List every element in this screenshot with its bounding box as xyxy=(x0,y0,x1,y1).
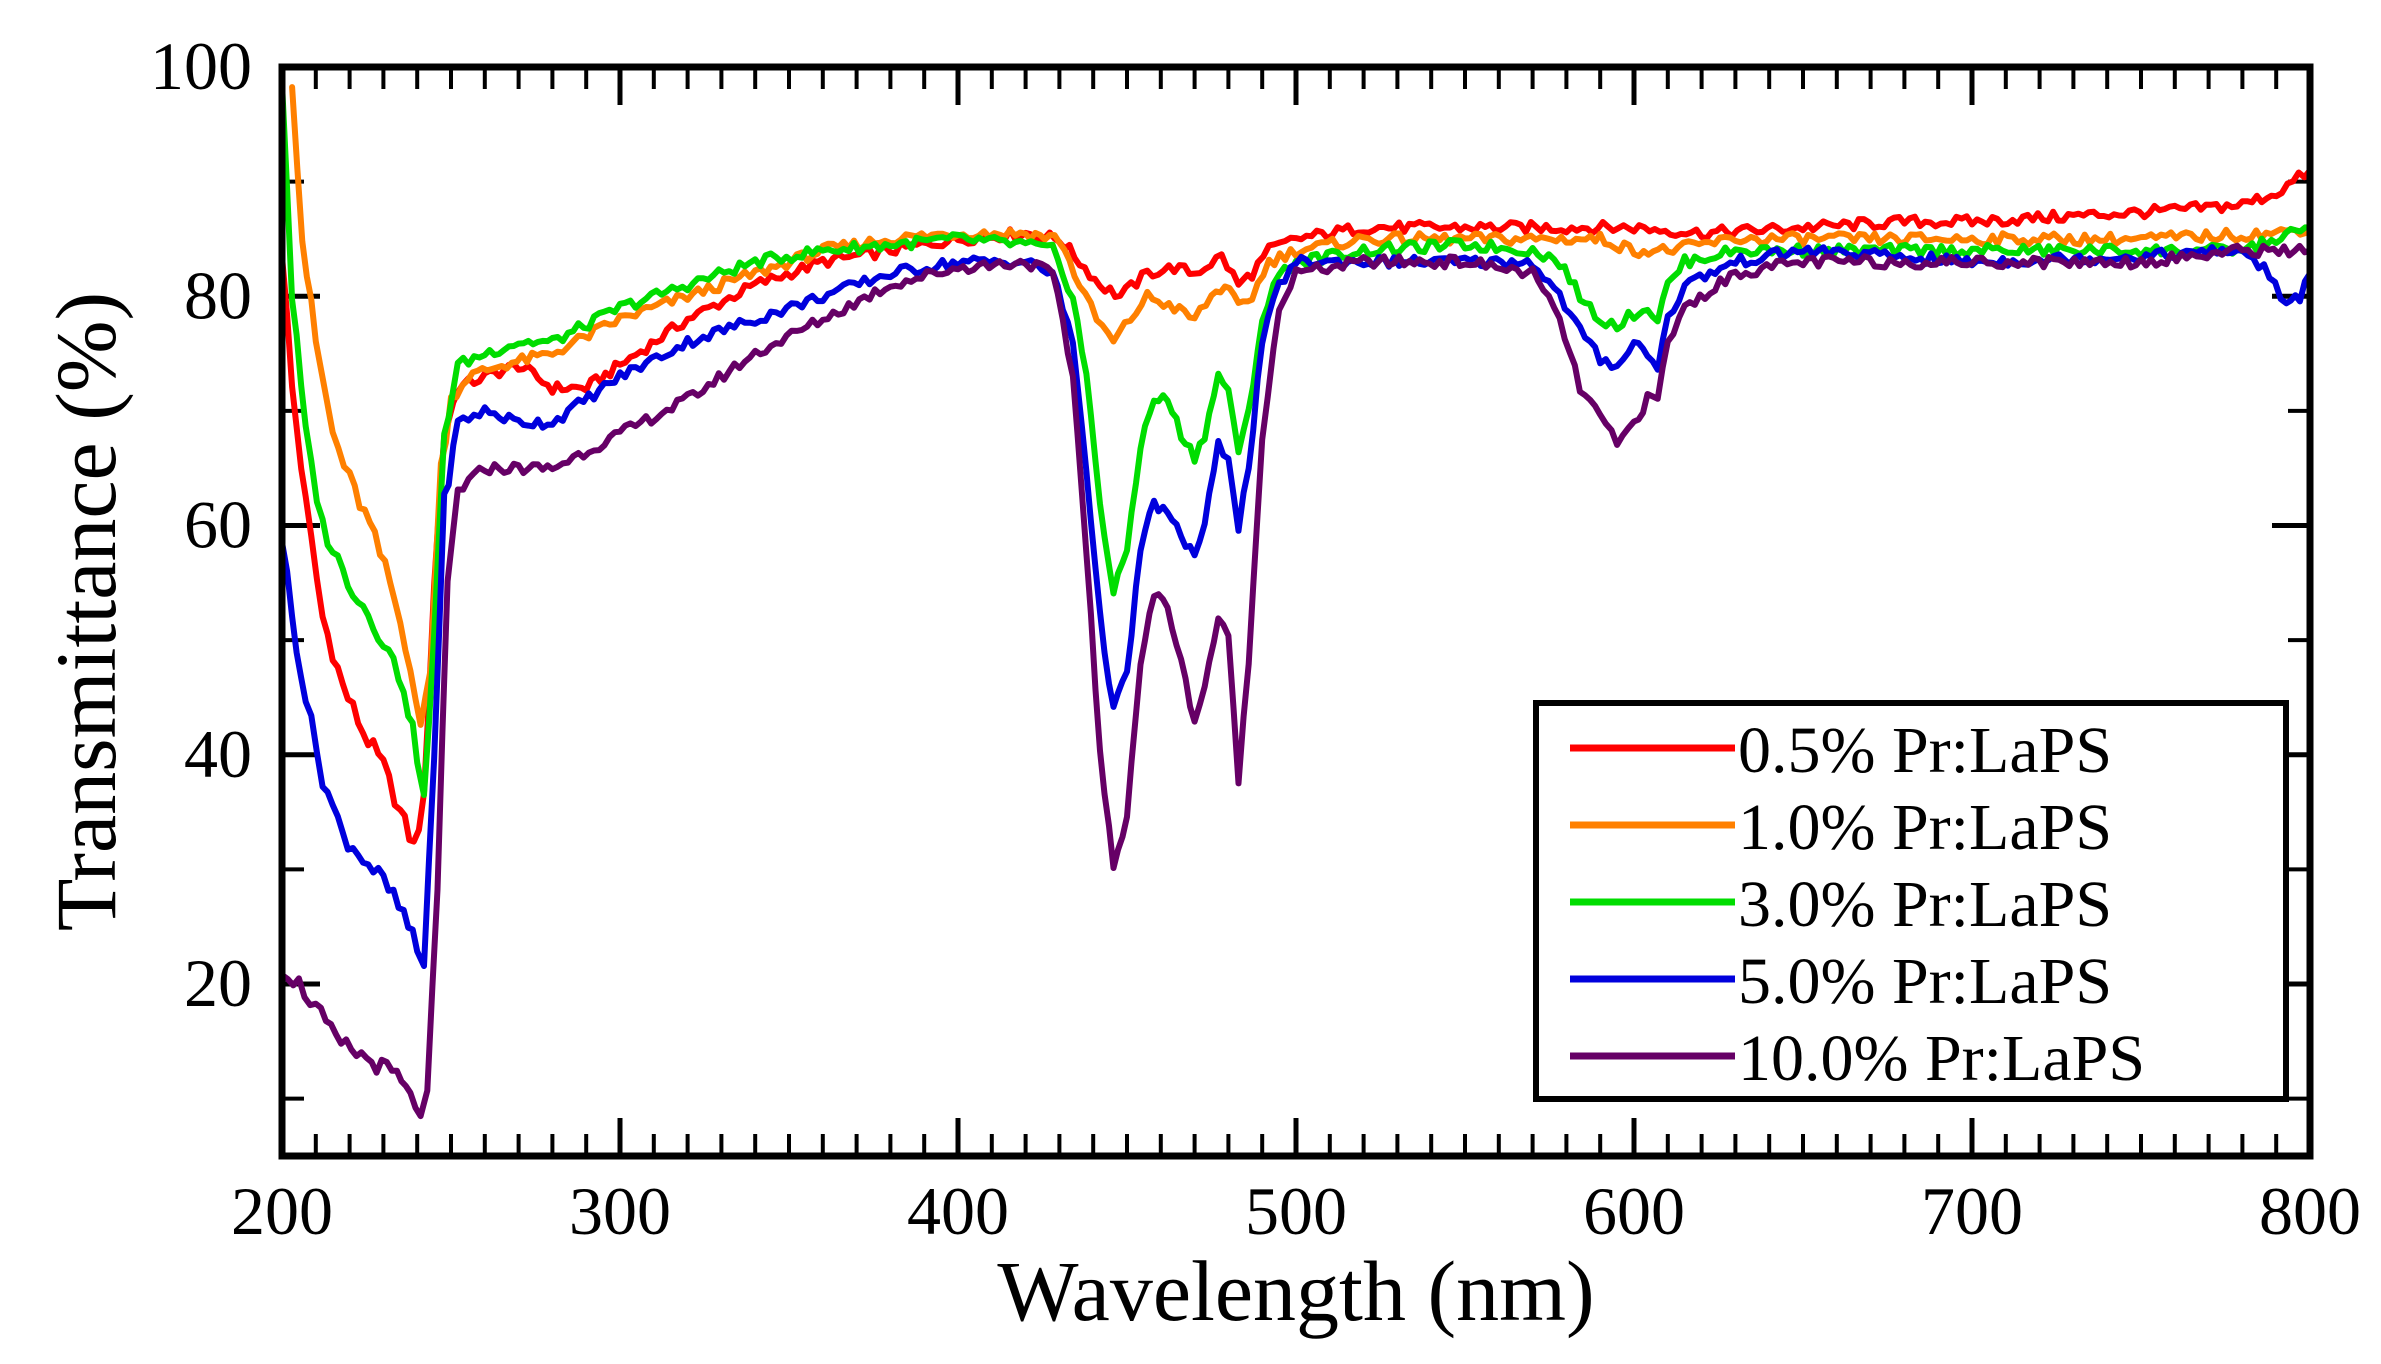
series-line xyxy=(289,84,2310,728)
series-line xyxy=(282,242,2310,1120)
legend-label: 1.0% Pr:LaPS xyxy=(1738,791,2112,864)
x-tick-label: 200 xyxy=(231,1173,333,1249)
x-tick-label: 300 xyxy=(569,1173,671,1249)
y-tick-label: 20 xyxy=(184,945,252,1021)
series-group xyxy=(282,79,2310,1120)
y-tick-label: 100 xyxy=(150,28,252,104)
y-axis-title: Transmittance (%) xyxy=(38,292,134,931)
series-line xyxy=(282,167,2310,845)
x-tick-label: 800 xyxy=(2259,1173,2361,1249)
x-tick-label: 500 xyxy=(1245,1173,1347,1249)
y-tick-label: 80 xyxy=(184,257,252,333)
legend-label: 5.0% Pr:LaPS xyxy=(1738,945,2112,1018)
x-tick-label: 400 xyxy=(907,1173,1009,1249)
x-tick-label: 600 xyxy=(1583,1173,1685,1249)
legend-label: 3.0% Pr:LaPS xyxy=(1738,868,2112,941)
axis-tick-labels: 200 300 400 500 600 700 800 20 40 60 80 100 xyxy=(150,28,2361,1249)
legend-label: 0.5% Pr:LaPS xyxy=(1738,714,2112,787)
x-tick-label: 700 xyxy=(1921,1173,2023,1249)
y-tick-label: 40 xyxy=(184,716,252,792)
x-axis-title: Wavelength (nm) xyxy=(997,1243,1594,1339)
y-tick-label: 60 xyxy=(184,487,252,563)
plot-area xyxy=(282,79,2310,1120)
plot-frame xyxy=(278,63,2314,1160)
legend-label: 10.0% Pr:LaPS xyxy=(1738,1022,2145,1095)
